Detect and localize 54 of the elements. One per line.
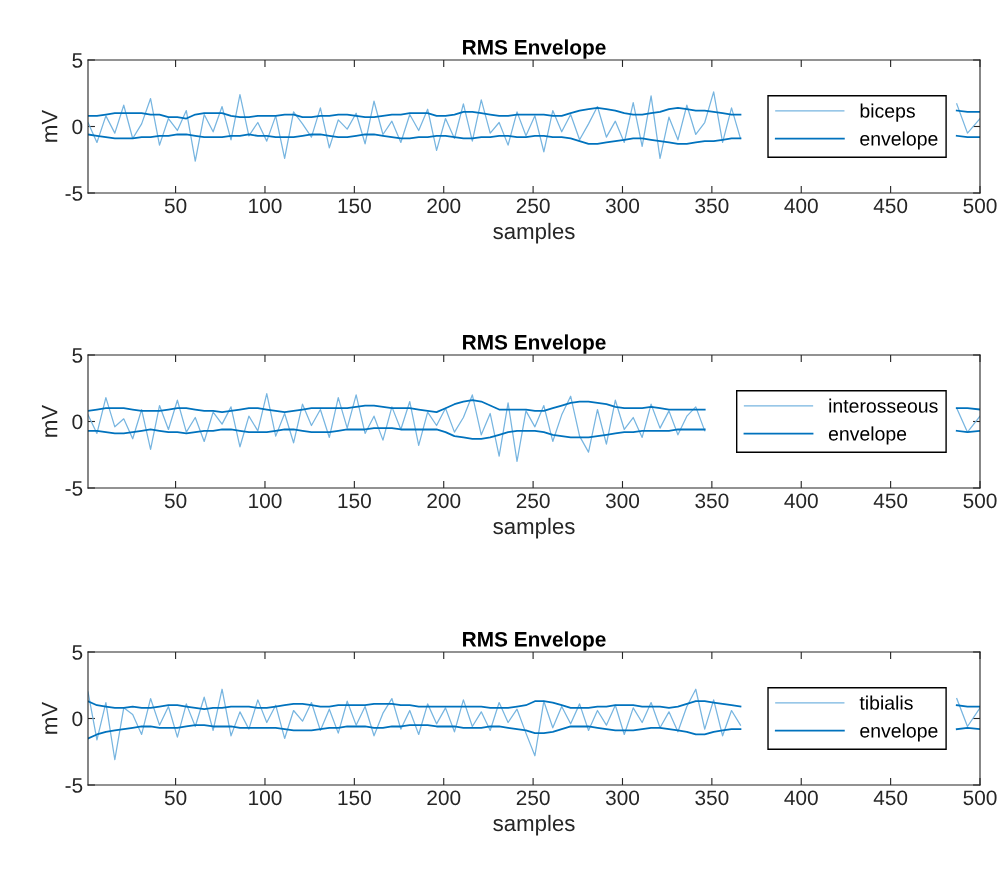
x-tick-label: 150: [338, 790, 371, 806]
y-tick-label: -5: [65, 778, 83, 793]
x-tick-label: 250: [516, 790, 550, 806]
x-tick-label: 450: [873, 790, 908, 806]
x-tick-label: 350: [695, 198, 729, 214]
x-tick-label: 100: [249, 790, 282, 806]
chart-title: RMS Envelope: [463, 631, 606, 651]
legend-label: tibialis: [859, 695, 913, 710]
x-tick-label: 200: [427, 493, 461, 509]
x-tick-label: 350: [695, 493, 729, 509]
x-tick-label: 500: [963, 790, 997, 806]
x-axis-title: samples: [493, 222, 575, 244]
y-axis-title: mV: [41, 404, 58, 437]
x-tick-label: 200: [427, 198, 461, 214]
x-axis-title: samples: [493, 814, 575, 836]
x-tick-label: 50: [164, 198, 187, 214]
x-tick-label: 400: [784, 790, 818, 806]
x-tick-label: 500: [963, 493, 997, 509]
x-tick-label: 150: [338, 198, 371, 214]
x-tick-label: 100: [249, 198, 282, 214]
x-tick-label: 450: [873, 198, 908, 214]
y-axis-title: mV: [41, 109, 58, 142]
text: envelope: [828, 426, 907, 445]
x-tick-label: 500: [963, 198, 997, 214]
x-axis-title: samples: [493, 517, 575, 539]
x-tick-label: 200: [427, 790, 461, 806]
x-tick-label: 50: [164, 790, 187, 806]
x-tick-label: 300: [605, 790, 640, 806]
y-tick-label: 5: [72, 645, 83, 660]
legend-label: interosseous: [829, 398, 938, 413]
y-axis-title: mV: [41, 701, 58, 734]
series-label: envelope: [860, 723, 938, 742]
x-tick-label: 50: [164, 493, 187, 509]
x-tick-label: 300: [605, 198, 640, 214]
x-tick-label: 300: [605, 493, 640, 509]
x-tick-label: 100: [249, 493, 282, 509]
x-tick-label: 150: [338, 493, 371, 509]
chart-title: RMS Envelope: [463, 39, 606, 59]
x-tick-label: 400: [784, 493, 818, 509]
x-tick-label: 450: [873, 493, 908, 509]
series-label: envelope: [860, 131, 938, 150]
y-tick-label: 0: [72, 119, 83, 135]
x-tick-label: 250: [516, 493, 550, 509]
y-tick-label: 0: [72, 414, 83, 430]
chart-title: RMS Envelope: [463, 334, 606, 354]
legend-label: biceps: [860, 103, 915, 122]
y-tick-label: -5: [65, 186, 83, 201]
x-tick-label: 400: [784, 198, 818, 214]
x-tick-label: 250: [516, 198, 550, 214]
y-tick-label: -5: [65, 481, 83, 496]
y-tick-label: 0: [72, 711, 83, 727]
y-tick-label: 5: [72, 53, 83, 68]
x-tick-label: 350: [695, 790, 729, 806]
y-tick-label: 5: [72, 348, 83, 363]
